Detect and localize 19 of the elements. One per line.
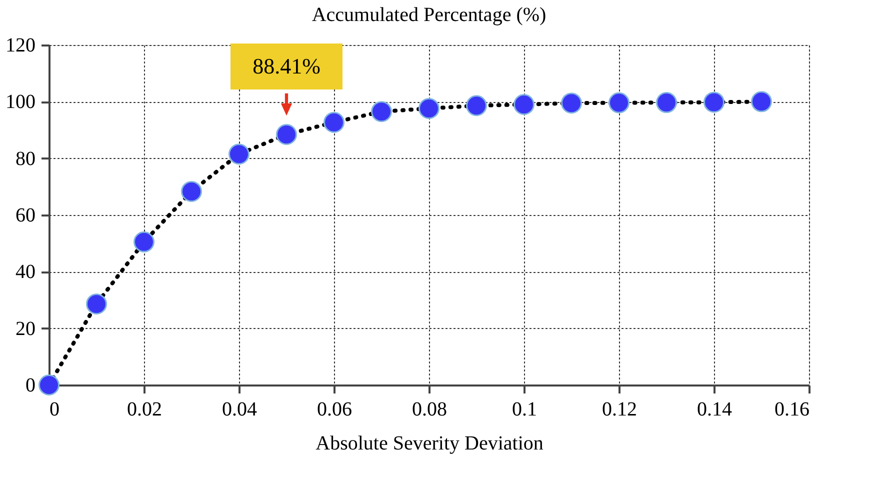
- x-axis-title: Absolute Severity Deviation: [316, 432, 544, 454]
- chart-title: Accumulated Percentage (%): [312, 4, 546, 26]
- y-tick-label: 120: [6, 34, 36, 56]
- y-tick-label: 100: [6, 91, 36, 114]
- x-tick-label: 0.08: [412, 398, 447, 420]
- x-tick-label: 0.12: [602, 398, 637, 420]
- x-tick-label: 0.04: [222, 398, 257, 420]
- x-tick-label: 0.1: [512, 398, 537, 420]
- annotation: 88.41%: [252, 54, 320, 79]
- y-tick-label: 80: [16, 148, 36, 170]
- y-tick-label: 0: [26, 374, 36, 396]
- y-tick-label: 60: [16, 204, 36, 226]
- x-tick-label: 0.06: [317, 398, 352, 420]
- x-tick-label: 0: [50, 398, 60, 420]
- y-tick-label: 20: [16, 318, 36, 340]
- x-tick-label: 0.02: [127, 398, 162, 420]
- x-tick-label: 0.16: [774, 398, 810, 420]
- y-tick-label: 40: [16, 261, 36, 284]
- x-tick-label: 0.14: [697, 398, 732, 420]
